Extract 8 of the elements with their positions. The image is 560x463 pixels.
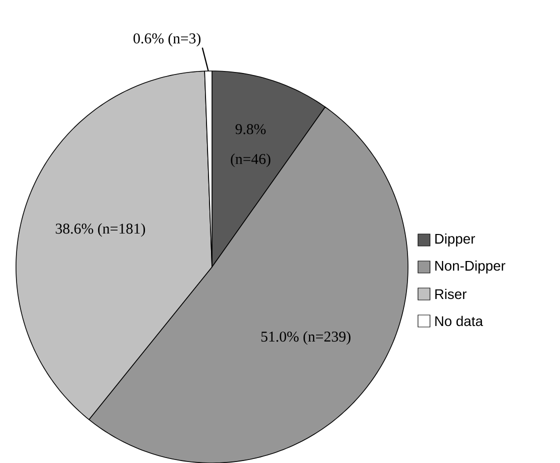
legend-label: Riser xyxy=(435,288,467,299)
legend-label: Non-Dipper xyxy=(435,260,506,274)
data-label: 0.6% (n=3) xyxy=(134,32,200,46)
text: 9.8% (n=46) xyxy=(230,124,270,167)
data-label: 38.6% (n=181) xyxy=(56,223,146,237)
legend-label: No data xyxy=(435,316,484,326)
data-label: 51.0% (n=239) xyxy=(261,330,350,345)
legend-label: Dipper xyxy=(435,233,476,246)
